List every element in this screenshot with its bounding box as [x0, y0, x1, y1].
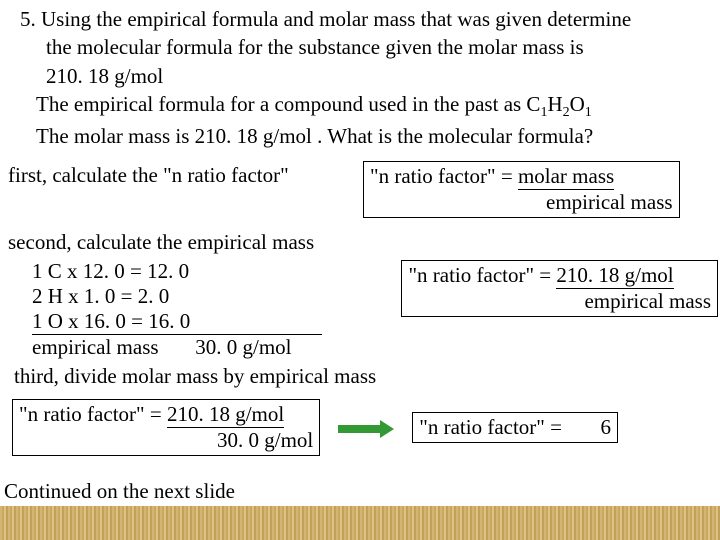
question-number: 5.	[20, 7, 36, 31]
q-text-3: 210. 18 g/mol	[8, 63, 712, 90]
arrow-icon	[338, 421, 394, 437]
calc-r3: 1 O x 16. 0 = 16. 0	[32, 309, 322, 335]
slide-content: 5. Using the empirical formula and molar…	[0, 0, 720, 456]
calc-r4b: 30. 0 g/mol	[195, 335, 291, 359]
ratio-formula-box-1: "n ratio factor" = molar mass empirical …	[363, 161, 680, 218]
slide-bottom-texture	[0, 506, 720, 540]
ratio-result-box: "n ratio factor" = 6	[412, 412, 618, 443]
continued-label: Continued on the next slide	[4, 479, 235, 504]
step2-text: second, calculate the empirical mass	[8, 230, 712, 255]
ratio-formula-box-2: "n ratio factor" = 210. 18 g/mol empiric…	[401, 260, 718, 317]
calc-r4a: empirical mass	[32, 335, 190, 360]
step3-row: "n ratio factor" = 210. 18 g/mol 30. 0 g…	[8, 399, 712, 456]
q-text-1: Using the empirical formula and molar ma…	[41, 7, 631, 31]
step3-text: third, divide molar mass by empirical ma…	[8, 364, 712, 389]
q-text-4: The empirical formula for a compound use…	[8, 91, 712, 122]
q-text-5: The molar mass is 210. 18 g/mol . What i…	[8, 123, 712, 150]
ratio-formula-box-3: "n ratio factor" = 210. 18 g/mol 30. 0 g…	[12, 399, 320, 456]
step1-text: first, calculate the "n ratio factor"	[8, 161, 363, 188]
question-line-1: 5. Using the empirical formula and molar…	[8, 6, 712, 33]
ratio-result-value: 6	[600, 415, 611, 439]
q-text-2: the molecular formula for the substance …	[8, 34, 712, 61]
